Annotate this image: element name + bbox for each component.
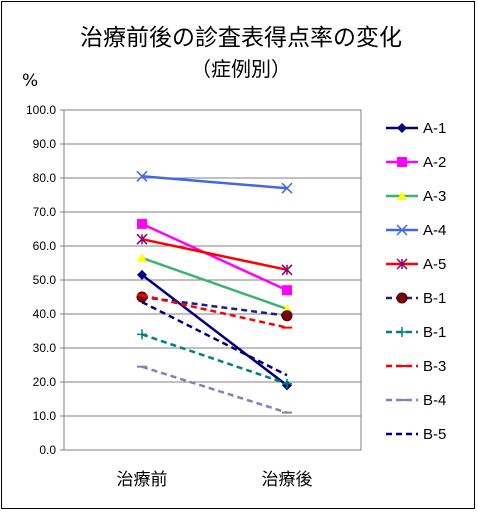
chart-subtitle: （症例別） [191,57,291,81]
data-point [396,224,408,236]
legend-entry: A-3 [386,188,446,205]
data-point [282,378,292,389]
y-tick-label: 80.0 [33,171,57,185]
legend-entry: A-5 [386,256,446,273]
series-group [136,170,293,414]
legend-entry: B-1 [386,324,446,341]
series-line [141,237,288,272]
series-b-4 [137,365,292,414]
legend-entry: A-4 [386,222,446,239]
chart-title: 治療前後の診査表得点率の変化 [80,25,402,51]
x-axis-ticks: 治療前 治療後 [117,470,313,490]
y-tick-label: 10.0 [33,409,57,423]
legend-label: B-1 [423,290,446,307]
legend-label: B-4 [423,392,446,409]
data-point [136,170,148,182]
data-point [281,182,293,194]
legend-label: B-1 [423,324,446,341]
legend-entry: B-3 [386,358,446,375]
legend-label: A-2 [423,154,446,171]
y-tick-label: 100.0 [26,103,56,117]
y-axis-ticks: 0.0 10.0 20.0 30.0 40.0 50.0 60.0 70.0 80.0 90.0 1… [26,103,64,457]
data-point [281,264,293,276]
series-line [141,175,288,190]
data-point [137,252,147,262]
data-point [397,157,407,167]
data-point [397,123,407,133]
series-line [141,333,288,385]
series-line [141,365,288,414]
data-point [282,303,292,313]
x-tick-label: 治療前 [117,470,168,490]
data-point [396,258,408,270]
data-point [282,285,292,296]
series-line [141,222,288,292]
data-point [137,269,147,280]
series-b-3 [137,294,292,329]
x-tick-label: 治療後 [262,470,313,490]
legend-label: B-3 [423,358,446,375]
y-tick-label: 60.0 [33,239,57,253]
gridlines [64,143,361,417]
y-tick-label: 90.0 [33,137,57,151]
data-point [397,327,407,337]
y-tick-label: 40.0 [33,307,57,321]
series-a-1 [137,269,292,391]
series-b-1 [137,329,292,389]
series-line [141,256,288,311]
data-point [137,218,147,229]
series-line [141,300,288,377]
series-a-4 [136,170,293,194]
data-point [396,292,408,304]
legend-label: A-4 [423,222,446,239]
data-point [137,329,147,340]
legend-entry: A-1 [386,120,446,137]
legend-entry: A-2 [386,154,446,171]
series-a-3 [137,252,292,313]
legend-entry: B-4 [386,392,446,409]
y-tick-label: 70.0 [33,205,57,219]
y-tick-label: 50.0 [33,273,57,287]
y-tick-label: 0.0 [39,443,56,457]
series-b-5 [141,300,288,377]
series-a-2 [137,218,292,296]
data-point [281,310,293,322]
legend-entry: B-5 [386,426,446,443]
y-axis-unit-label: % [22,71,38,91]
legend-entry: B-1 [386,290,446,307]
y-tick-label: 30.0 [33,341,57,355]
data-point [397,191,407,200]
series-line [141,273,288,387]
legend: A-1 A-2 A-3 A-4 A-5 B-1 B-1 B-3 B-4 B-5 [386,120,446,443]
series-a-5 [136,233,293,276]
legend-label: A-1 [423,120,446,137]
series-line [141,294,288,329]
legend-label: A-3 [423,188,446,205]
data-point [136,233,148,245]
y-tick-label: 20.0 [33,375,57,389]
legend-label: A-5 [423,256,446,273]
legend-label: B-5 [423,426,446,443]
